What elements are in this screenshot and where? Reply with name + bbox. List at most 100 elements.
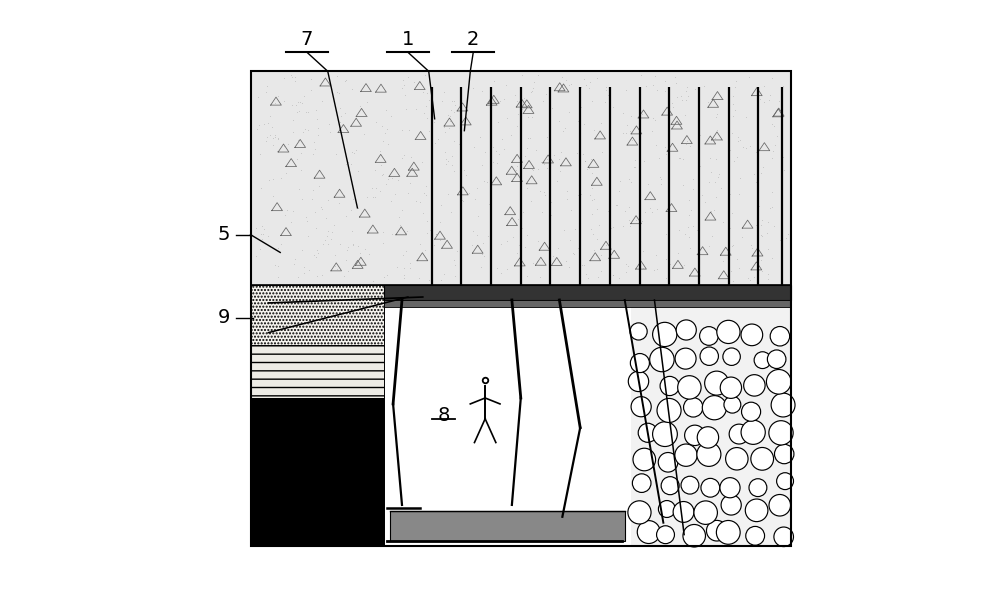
Point [593, 267, 609, 276]
Point [510, 109, 526, 119]
Bar [384, 300, 791, 307]
Point [764, 154, 780, 163]
Point [570, 116, 586, 125]
Point [644, 127, 660, 136]
Point [658, 274, 674, 283]
Point [375, 227, 391, 236]
Point [345, 183, 361, 192]
Point [307, 144, 323, 154]
Point [298, 212, 314, 222]
Point [760, 218, 776, 228]
Point [649, 204, 665, 214]
Point [746, 272, 762, 282]
Point [442, 111, 458, 121]
Point [657, 142, 673, 151]
Point [345, 240, 361, 249]
Point [319, 231, 335, 241]
Point [283, 217, 299, 227]
Point [432, 235, 448, 244]
Point [442, 116, 458, 126]
Point [402, 178, 418, 188]
Point [662, 260, 678, 269]
Point [485, 142, 501, 151]
Point [572, 105, 588, 115]
Point [340, 243, 356, 252]
Point [516, 94, 532, 103]
Point [509, 168, 525, 178]
Point [520, 112, 536, 122]
Point [682, 142, 698, 151]
Point [400, 72, 416, 82]
Point [433, 200, 449, 210]
Point [544, 103, 560, 113]
Point [277, 210, 293, 220]
Point [586, 125, 602, 135]
Point [658, 230, 674, 239]
Point [418, 101, 434, 110]
Point [291, 185, 307, 194]
Point [554, 72, 570, 82]
Point [280, 139, 296, 148]
Point [276, 73, 292, 83]
Point [612, 176, 628, 185]
Point [577, 156, 593, 166]
Point [658, 149, 674, 159]
Point [380, 174, 396, 184]
Point [422, 225, 438, 235]
Point [466, 143, 482, 152]
Point [499, 236, 515, 245]
Point [525, 165, 541, 175]
Bar [251, 345, 384, 398]
Point [550, 243, 566, 252]
Point [417, 245, 433, 255]
Point [514, 104, 530, 113]
Point [313, 203, 329, 212]
Point [729, 254, 745, 264]
Point [542, 228, 558, 238]
Point [577, 156, 593, 166]
Point [464, 240, 480, 249]
Circle shape [774, 527, 793, 546]
Point [254, 235, 270, 244]
Point [418, 181, 434, 191]
Point [443, 105, 459, 115]
Point [359, 192, 375, 201]
Point [438, 160, 454, 169]
Point [730, 136, 746, 146]
Point [571, 260, 587, 269]
Point [327, 261, 343, 270]
Point [573, 189, 589, 198]
Point [725, 111, 741, 121]
Point [721, 130, 737, 140]
Point [398, 105, 414, 114]
Circle shape [766, 369, 791, 394]
Point [285, 127, 301, 137]
Circle shape [700, 347, 718, 365]
Circle shape [628, 371, 649, 391]
Point [499, 264, 515, 273]
Point [284, 100, 300, 110]
Point [251, 120, 267, 129]
Circle shape [706, 520, 727, 541]
Point [391, 213, 407, 222]
Point [364, 184, 380, 193]
Point [589, 73, 605, 83]
Point [563, 206, 579, 215]
Point [744, 244, 760, 253]
Point [488, 146, 504, 156]
Point [493, 268, 509, 277]
Point [344, 148, 360, 157]
Point [649, 264, 665, 274]
Point [598, 82, 614, 91]
Point [322, 127, 338, 137]
Point [329, 264, 345, 274]
Circle shape [675, 348, 696, 369]
Point [542, 255, 558, 265]
Point [735, 142, 751, 151]
Point [738, 112, 754, 122]
Point [605, 270, 621, 279]
Point [365, 192, 381, 202]
Point [314, 204, 330, 214]
Point [517, 242, 533, 252]
Point [398, 228, 414, 238]
